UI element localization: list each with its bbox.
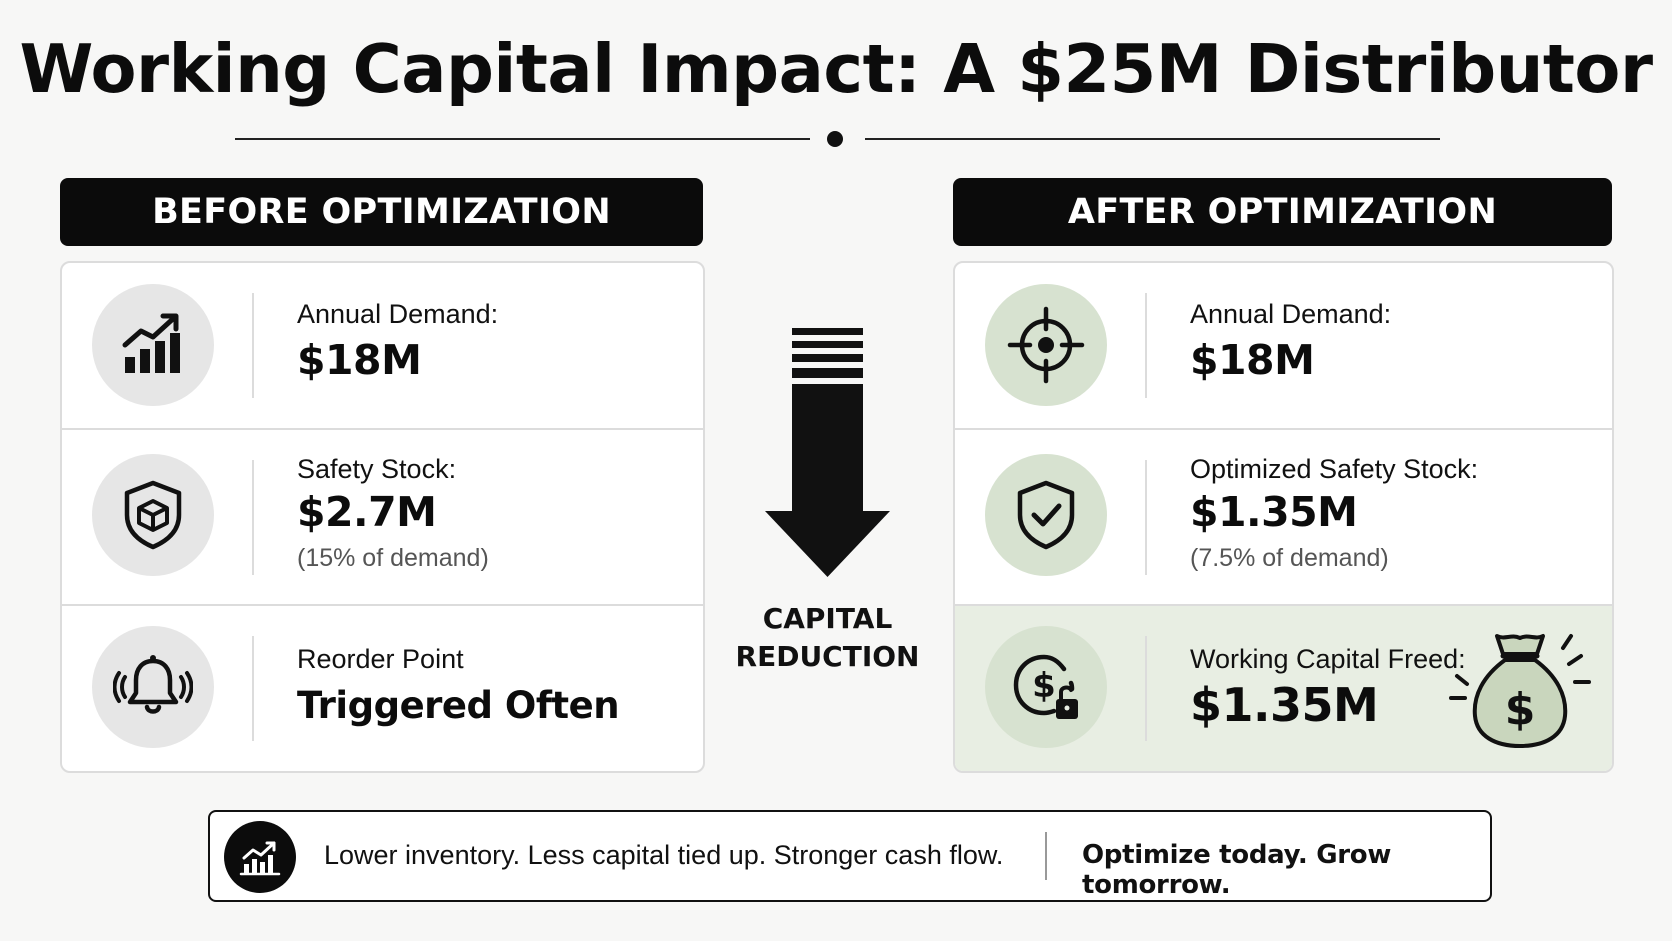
- before-row-annual-demand: Annual Demand: $18M: [62, 263, 703, 428]
- after-row-capital-freed: $ Working Capital Freed: $1.35M $: [955, 604, 1612, 771]
- after-annual-demand-label: Annual Demand:: [1190, 299, 1392, 329]
- after-row-annual-demand: Annual Demand: $18M: [955, 263, 1612, 428]
- title-divider-right: [865, 138, 1440, 140]
- page-title: Working Capital Impact: A $25M Distribut…: [19, 30, 1654, 108]
- safety-stock-value: $2.7M: [297, 488, 437, 536]
- row-separator: [1145, 293, 1147, 398]
- money-bag-icon: $: [1445, 626, 1595, 756]
- row-separator: [252, 636, 254, 741]
- optimized-safety-stock-value: $1.35M: [1190, 488, 1358, 536]
- after-annual-demand-value: $18M: [1190, 336, 1315, 384]
- after-panel: Annual Demand: $18M Optimized Safety Sto…: [953, 261, 1614, 773]
- capital-reduction-label: CAPITAL REDUCTION: [720, 600, 935, 676]
- before-row-reorder-point: Reorder Point Triggered Often: [62, 604, 703, 771]
- reorder-point-label: Reorder Point: [297, 644, 464, 674]
- before-panel: Annual Demand: $18M Safety Stock: $2.7M …: [60, 261, 705, 773]
- after-row-safety-stock: Optimized Safety Stock: $1.35M (7.5% of …: [955, 428, 1612, 606]
- row-separator: [252, 293, 254, 398]
- safety-stock-label: Safety Stock:: [297, 454, 457, 484]
- safety-stock-note: (15% of demand): [297, 544, 489, 572]
- title-divider-dot: [827, 131, 843, 147]
- dollar-unlock-icon: $: [985, 626, 1107, 748]
- svg-text:$: $: [1032, 666, 1056, 706]
- annual-demand-value: $18M: [297, 336, 422, 384]
- down-arrow-icon: [765, 325, 890, 580]
- working-capital-freed-value: $1.35M: [1190, 678, 1379, 732]
- shield-box-icon: [92, 454, 214, 576]
- footer-banner: Lower inventory. Less capital tied up. S…: [208, 810, 1492, 902]
- after-header: AFTER OPTIMIZATION: [953, 178, 1612, 246]
- title-divider-left: [235, 138, 810, 140]
- footer-call-to-action: Optimize today. Grow tomorrow.: [1082, 840, 1392, 900]
- footer-separator: [1045, 832, 1047, 880]
- footer-message: Lower inventory. Less capital tied up. S…: [324, 840, 1004, 870]
- before-row-safety-stock: Safety Stock: $2.7M (15% of demand): [62, 428, 703, 606]
- shield-check-icon: [985, 454, 1107, 576]
- capital-reduction-line2: REDUCTION: [735, 640, 920, 673]
- bar-chart-growth-icon: [92, 284, 214, 406]
- reorder-point-value: Triggered Often: [297, 684, 620, 727]
- before-header: BEFORE OPTIMIZATION: [60, 178, 703, 246]
- trend-chart-icon: [224, 821, 296, 893]
- svg-text:$: $: [1505, 684, 1536, 735]
- optimized-safety-stock-note: (7.5% of demand): [1190, 544, 1389, 572]
- optimized-safety-stock-label: Optimized Safety Stock:: [1190, 454, 1479, 484]
- row-separator: [252, 460, 254, 575]
- bell-alert-icon: [92, 626, 214, 748]
- annual-demand-label: Annual Demand:: [297, 299, 499, 329]
- row-separator: [1145, 636, 1147, 741]
- working-capital-freed-label: Working Capital Freed:: [1190, 644, 1466, 674]
- target-crosshair-icon: [985, 284, 1107, 406]
- row-separator: [1145, 460, 1147, 575]
- capital-reduction-line1: CAPITAL: [762, 602, 893, 635]
